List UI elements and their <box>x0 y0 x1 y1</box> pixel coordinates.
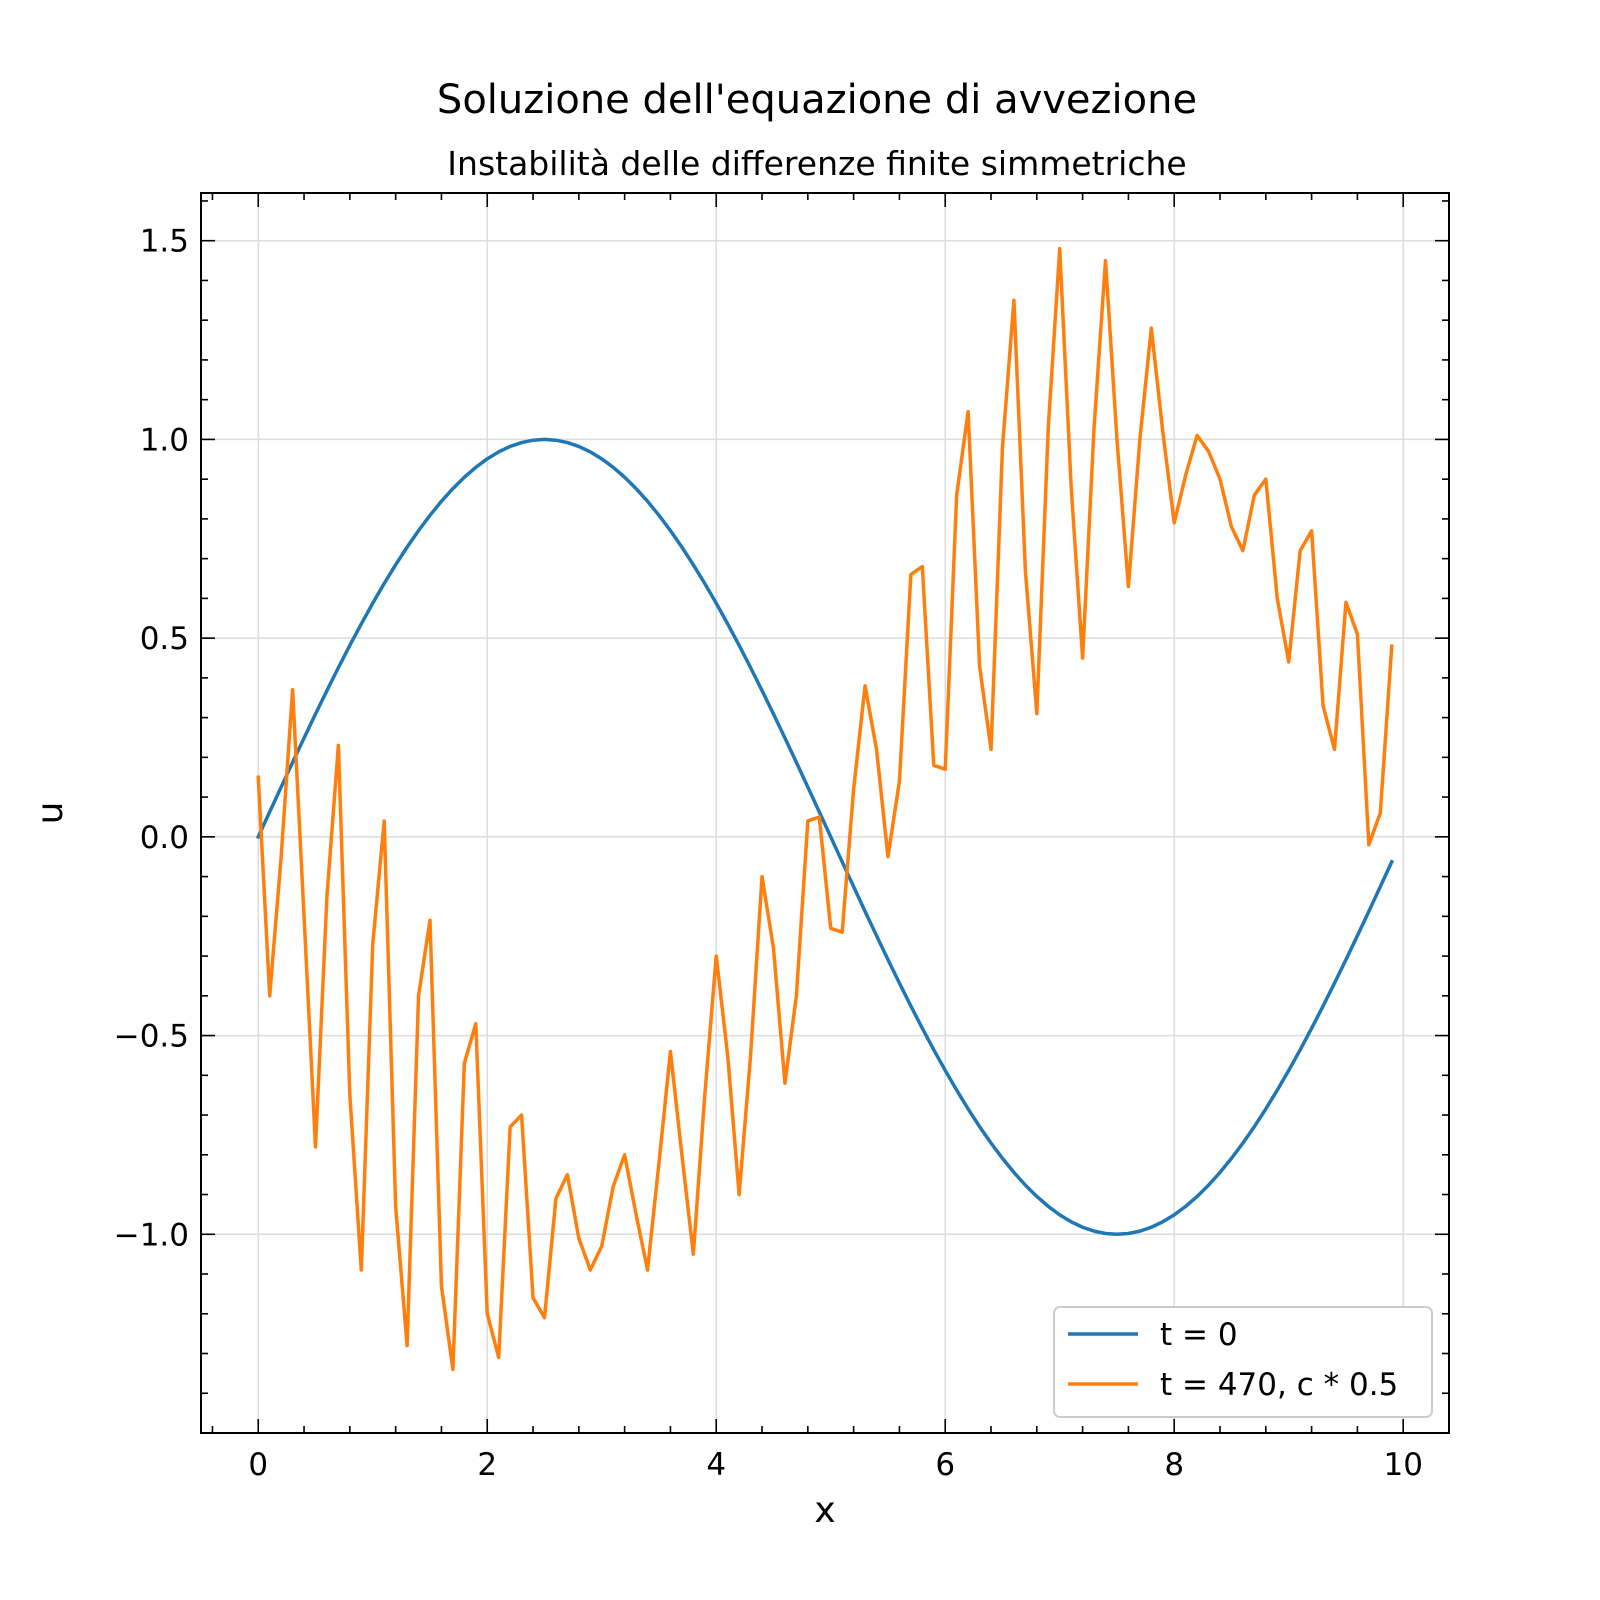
plot-frame <box>200 192 1450 1434</box>
y-tick-label: −0.5 <box>114 1019 189 1055</box>
series-line-1 <box>256 246 1394 1372</box>
x-tick-label: 0 <box>248 1447 268 1483</box>
x-axis-label: x <box>814 1490 835 1531</box>
series-layer <box>255 246 1395 1372</box>
y-tick-label: −1.0 <box>114 1217 189 1253</box>
legend-label-t0: t = 0 <box>1160 1317 1238 1353</box>
series-line-0 <box>255 437 1395 1237</box>
y-tick-label: 1.0 <box>140 422 189 458</box>
x-tick-label: 10 <box>1383 1447 1422 1483</box>
x-tick-label: 4 <box>706 1447 726 1483</box>
x-tick-label: 2 <box>477 1447 497 1483</box>
y-tick-label: 1.5 <box>140 224 189 260</box>
legend-box <box>1053 1306 1433 1418</box>
chart-title: Soluzione dell'equazione di avvezione <box>437 77 1197 123</box>
ticks: 0 2 4 6 8 10 −1.0 −0.5 0.0 0.5 1.0 1.5 <box>114 193 1450 1483</box>
y-axis-label: u <box>30 802 71 825</box>
x-tick-label: 6 <box>935 1447 955 1483</box>
grid <box>201 193 1449 1433</box>
legend-label-t470: t = 470, c * 0.5 <box>1160 1367 1398 1403</box>
legend: t = 0 t = 470, c * 0.5 <box>1053 1306 1433 1418</box>
y-tick-label: 0.0 <box>140 820 189 856</box>
x-tick-label: 8 <box>1164 1447 1184 1483</box>
y-tick-label: 0.5 <box>140 621 189 657</box>
chart-subtitle: Instabilità delle differenze finite simm… <box>447 144 1186 183</box>
